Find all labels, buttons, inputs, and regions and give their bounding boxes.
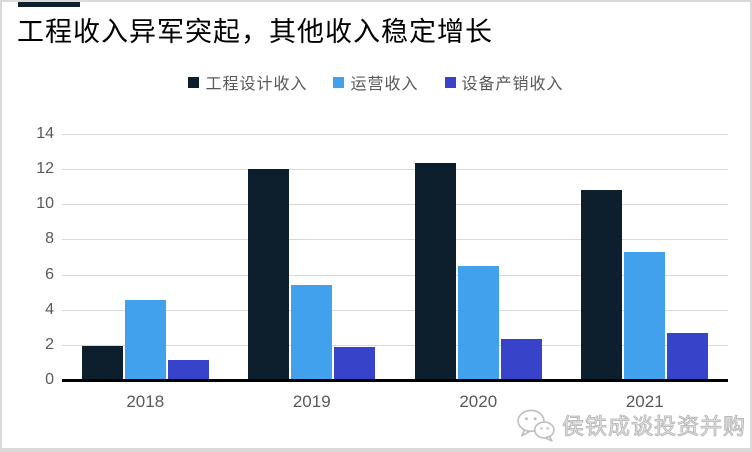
- bar-series1-2019: [291, 285, 333, 380]
- gridline-y10: [62, 204, 728, 206]
- gridline-y12: [62, 169, 728, 171]
- chart-title: 工程收入异军突起，其他收入稳定增长: [17, 17, 493, 47]
- bar-series0-2018: [81, 345, 123, 380]
- legend-item-1: 运营收入: [333, 70, 418, 94]
- title-accent-bar: [18, 0, 80, 7]
- legend-item-0: 工程设计收入: [188, 70, 307, 94]
- gridline-y14: [62, 134, 728, 135]
- bar-series2-2019: [334, 347, 376, 380]
- legend-marker-icon: [333, 76, 345, 88]
- bar-series2-2020: [500, 338, 542, 380]
- gridline-y8: [62, 239, 728, 241]
- y-axis-tick-label: 2: [45, 335, 54, 353]
- watermark-text: 侯铁成谈投资并购: [561, 414, 746, 440]
- chart-legend: 工程设计收入 运营收入 设备产销收入: [0, 70, 752, 94]
- y-axis-tick-label: 0: [45, 371, 54, 388]
- x-axis-tick-label: 2019: [292, 392, 331, 411]
- x-axis-tick-label: 2020: [459, 392, 498, 411]
- bar-series1-2020: [457, 265, 499, 380]
- legend-label: 运营收入: [350, 76, 419, 93]
- x-axis-line: [62, 379, 728, 382]
- legend-label: 工程设计收入: [205, 76, 308, 93]
- y-axis-tick-label: 12: [36, 160, 54, 178]
- y-axis-tick-label: 4: [45, 300, 54, 318]
- y-axis-tick-label: 14: [36, 125, 54, 142]
- bar-series0-2020: [414, 162, 456, 380]
- bar-series1-2018: [124, 300, 166, 380]
- y-axis-tick-label: 6: [45, 265, 54, 283]
- wechat-icon: [517, 409, 555, 442]
- bar-series2-2021: [667, 333, 709, 380]
- x-axis-tick-label: 2021: [625, 392, 664, 411]
- y-axis-tick-label: 8: [45, 230, 54, 248]
- y-axis-tick-label: 10: [36, 195, 54, 213]
- legend-label: 设备产销收入: [461, 76, 564, 93]
- legend-marker-icon: [188, 76, 200, 88]
- bar-series0-2019: [248, 169, 290, 380]
- gridline-y2: [62, 344, 728, 346]
- bar-series0-2021: [581, 190, 623, 380]
- gridline-y4: [62, 309, 728, 311]
- bar-series1-2021: [624, 251, 666, 380]
- bar-series2-2018: [167, 359, 209, 380]
- watermark: 侯铁成谈投资并购: [516, 408, 746, 442]
- gridline-y6: [62, 274, 728, 276]
- legend-marker-icon: [444, 76, 456, 88]
- x-axis-tick-label: 2018: [126, 392, 165, 411]
- legend-item-2: 设备产销收入: [444, 70, 564, 94]
